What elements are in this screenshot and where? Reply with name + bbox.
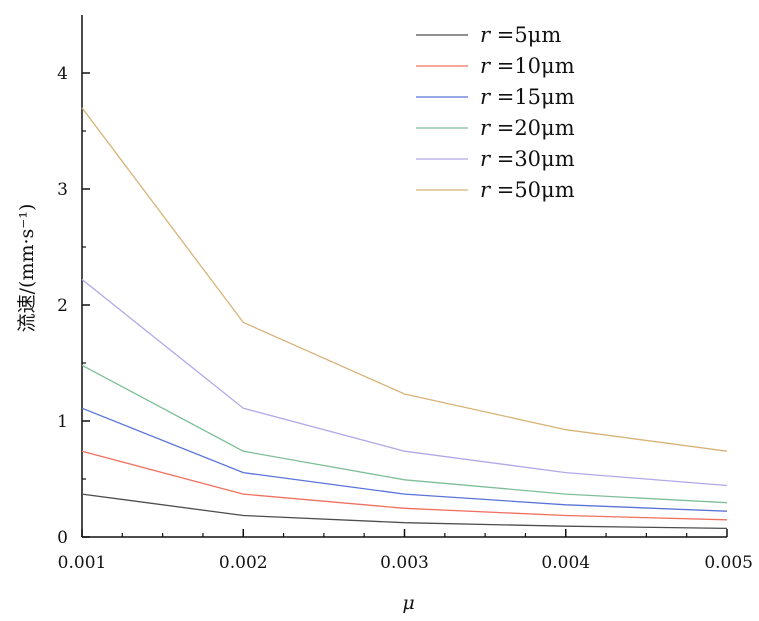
y-axis-title: 流速/(mm·s⁻¹) [16,204,38,333]
legend-label: r =10μm [480,54,575,78]
y-tick-label: 1 [57,412,68,432]
x-tick-label: 0.003 [380,553,429,573]
legend-label: r =20μm [480,116,575,140]
x-tick-label: 0.004 [541,553,590,573]
series-line-4 [81,364,728,504]
x-tick-label: 0.001 [58,553,107,573]
series-line-5 [81,278,728,487]
series-line-6 [81,107,728,452]
y-tick-label: 0 [57,528,68,548]
legend-label: r =15μm [480,85,575,109]
legend-label: r =50μm [480,178,575,202]
legend-label: r =30μm [480,147,575,171]
series-line-3 [81,407,728,512]
series-line-1 [81,493,728,530]
axes [81,15,727,538]
x-tick-label: 0.002 [219,553,268,573]
legend: r =5μm r =10μm r =15μm r =20μm r =30μm r =50μ… [416,23,575,202]
series-layer [81,107,728,530]
legend-label: r =5μm [480,23,561,47]
x-axis-title: μ [402,592,414,614]
series-line-2 [81,450,728,521]
ticks: 0 1 2 3 4 0.001 0.002 0.003 0.004 0.005 [57,64,753,573]
y-tick-label: 3 [57,180,68,200]
y-tick-label: 2 [57,296,68,316]
x-tick-label: 0.005 [704,553,753,573]
y-tick-label: 4 [57,64,68,84]
